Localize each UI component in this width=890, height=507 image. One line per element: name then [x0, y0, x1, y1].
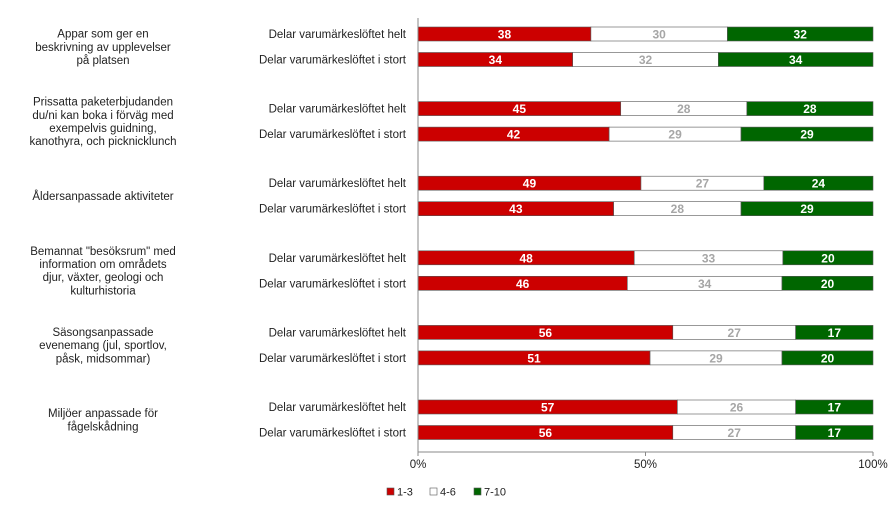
bar-segment — [740, 126, 874, 142]
data-label: 34 — [489, 53, 503, 67]
bar-segment — [740, 201, 874, 216]
bar-segment — [763, 175, 874, 191]
category-label: Åldersanpassade aktiviteter — [32, 190, 173, 203]
data-label: 49 — [523, 177, 537, 191]
bar-row-label: Delar varumärkeslöftet i stort — [259, 129, 407, 141]
data-label: 28 — [803, 102, 817, 116]
bar-segment — [795, 325, 874, 340]
data-label: 48 — [519, 251, 533, 265]
bar-row-label: Delar varumärkeslöftet i stort — [259, 428, 407, 440]
data-label: 33 — [702, 251, 716, 265]
data-label: 27 — [696, 177, 710, 191]
category-label: Miljöer anpassade för — [48, 408, 158, 420]
data-label: 45 — [513, 102, 527, 116]
data-label: 32 — [639, 53, 653, 67]
data-label: 20 — [821, 277, 835, 291]
data-label: 34 — [698, 277, 712, 291]
bar-segment — [795, 399, 874, 415]
data-label: 26 — [730, 401, 744, 415]
data-label: 34 — [789, 53, 803, 67]
category-label: Prissatta paketerbjudanden — [33, 97, 173, 109]
data-label: 28 — [671, 202, 685, 216]
category-label: Bemannat "besöksrum" med — [30, 246, 176, 258]
data-label: 32 — [794, 28, 808, 42]
category-label: information om områdets — [39, 259, 166, 271]
bar-segment — [795, 425, 874, 440]
legend-entry: 7-10 — [484, 487, 506, 499]
category-label: djur, växter, geologi och — [43, 272, 164, 284]
data-label: 29 — [800, 202, 814, 216]
bar-row-label: Delar varumärkeslöftet helt — [269, 402, 407, 414]
x-tick-label: 0% — [410, 459, 427, 471]
category-label: fågelskådning — [68, 421, 139, 433]
data-label: 29 — [668, 128, 682, 142]
data-label: 42 — [507, 128, 521, 142]
legend-swatch — [429, 487, 438, 496]
category-label: på platsen — [76, 55, 129, 67]
bar-segment — [781, 275, 874, 291]
data-label: 57 — [541, 401, 555, 415]
legend-entry: 4-6 — [440, 487, 456, 499]
bar-row-label: Delar varumärkeslöftet i stort — [259, 278, 407, 290]
bar-row-label: Delar varumärkeslöftet helt — [269, 327, 407, 339]
category-label: Appar som ger en — [57, 29, 148, 41]
bar-row-label: Delar varumärkeslöftet helt — [269, 178, 407, 190]
x-tick-label: 50% — [634, 459, 657, 471]
data-label: 20 — [821, 251, 835, 265]
data-label: 29 — [800, 128, 814, 142]
category-label: beskrivning av upplevelser — [35, 42, 171, 54]
bar-row-label: Delar varumärkeslöftet i stort — [259, 353, 407, 365]
data-label: 30 — [652, 28, 666, 42]
bar-row-label: Delar varumärkeslöftet helt — [269, 29, 407, 41]
bar-segment — [782, 250, 874, 266]
data-label: 20 — [821, 351, 835, 365]
data-label: 24 — [812, 177, 826, 191]
category-label: exempelvis guidning, — [49, 123, 156, 135]
bar-segment — [727, 26, 874, 42]
data-label: 17 — [828, 326, 842, 340]
data-label: 17 — [828, 401, 842, 415]
bar-segment — [781, 350, 874, 366]
bar-row-label: Delar varumärkeslöftet i stort — [259, 204, 407, 216]
bar-segment — [746, 101, 874, 116]
data-label: 46 — [516, 277, 530, 291]
legend-swatch — [473, 487, 482, 496]
x-tick-label: 100% — [858, 459, 887, 471]
data-label: 28 — [677, 102, 691, 116]
data-label: 56 — [539, 426, 553, 440]
data-label: 27 — [728, 326, 742, 340]
category-label: påsk, midsommar) — [56, 353, 151, 365]
data-label: 27 — [728, 426, 742, 440]
data-label: 51 — [527, 351, 541, 365]
data-label: 43 — [509, 202, 523, 216]
data-label: 17 — [828, 426, 842, 440]
category-label: evenemang (jul, sportlov, — [39, 340, 167, 352]
data-label: 56 — [539, 326, 553, 340]
data-label: 38 — [498, 28, 512, 42]
bar-row-label: Delar varumärkeslöftet i stort — [259, 55, 407, 67]
bar-segment — [717, 52, 874, 67]
category-label: kanothyra, och picknicklunch — [29, 136, 176, 148]
data-label: 29 — [709, 351, 723, 365]
bar-row-label: Delar varumärkeslöftet helt — [269, 104, 407, 116]
category-label: kulturhistoria — [70, 285, 136, 297]
legend-swatch — [386, 487, 395, 496]
legend-entry: 1-3 — [397, 487, 413, 499]
category-label: Säsongsanpassade — [52, 327, 153, 339]
category-label: du/ni kan boka i förväg med — [32, 110, 173, 122]
bar-row-label: Delar varumärkeslöftet helt — [269, 253, 407, 265]
